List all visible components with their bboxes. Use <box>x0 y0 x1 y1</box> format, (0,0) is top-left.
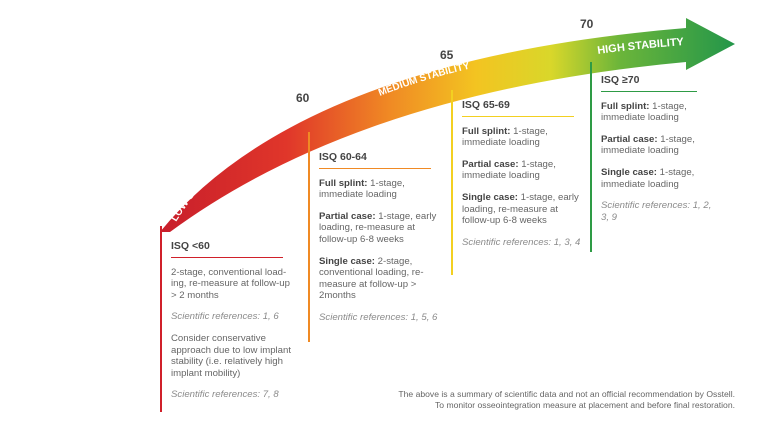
isq-70-partial-case: Partial case: 1-stage, immediate loading <box>601 133 695 157</box>
isq-70-single-case: Single case: 1-stage, immediate loading <box>601 166 695 190</box>
isq-mark-70: 70 <box>580 17 594 31</box>
isq-65-69-heading: ISQ 65-69 <box>462 99 574 117</box>
isq-65-69-partial-case: Partial case: 1-stage, immediate loading <box>462 158 556 182</box>
isq-low-heading: ISQ <60 <box>171 240 283 258</box>
high-divider-line <box>590 62 592 252</box>
isq-70-column: ISQ ≥70 Full splint: 1-stage, immediate … <box>601 74 713 233</box>
disclaimer-footer: The above is a summary of scientific dat… <box>398 389 735 411</box>
isq-low-note: Consider conservative approach due to lo… <box>171 332 291 379</box>
mid-low-divider-line <box>308 132 310 342</box>
isq-60-64-partial-case: Partial case: 1-stage, early loading, re… <box>319 210 437 245</box>
isq-60-64-full-splint: Full splint: 1-stage, immediate loading <box>319 177 405 201</box>
isq-mark-65: 65 <box>440 48 454 62</box>
mid-high-divider-line <box>451 90 453 275</box>
isq-60-64-column: ISQ 60-64 Full splint: 1-stage, immediat… <box>319 151 441 334</box>
isq-60-64-heading: ISQ 60-64 <box>319 151 431 169</box>
isq-60-64-single-case: Single case: 2-stage, conventional loadi… <box>319 255 424 302</box>
isq-low-references: Scientific references: 1, 6 <box>171 311 279 323</box>
isq-65-69-column: ISQ 65-69 Full splint: 1-stage, immediat… <box>462 99 582 258</box>
isq-low-column: ISQ <60 2-stage, conventional load-ing, … <box>171 240 296 411</box>
isq-65-69-full-splint: Full splint: 1-stage, immediate loading <box>462 125 548 149</box>
isq-70-heading: ISQ ≥70 <box>601 74 697 92</box>
isq-mark-60: 60 <box>296 91 310 105</box>
isq-60-64-references: Scientific references: 1, 5, 6 <box>319 311 438 323</box>
disclaimer-line-1: The above is a summary of scientific dat… <box>398 389 735 399</box>
low-divider-line <box>160 226 162 412</box>
isq-70-full-splint: Full splint: 1-stage, immediate loading <box>601 100 687 124</box>
isq-70-references: Scientific references: 1, 2, 3, 9 <box>601 200 712 223</box>
isq-65-69-single-case: Single case: 1-stage, early loading, re-… <box>462 191 579 227</box>
isq-low-protocol: 2-stage, conventional load-ing, re-measu… <box>171 266 290 301</box>
isq-low-note-references: Scientific references: 7, 8 <box>171 389 279 401</box>
disclaimer-line-2: To monitor osseointegration measure at p… <box>435 400 735 410</box>
isq-65-69-references: Scientific references: 1, 3, 4 <box>462 236 581 248</box>
